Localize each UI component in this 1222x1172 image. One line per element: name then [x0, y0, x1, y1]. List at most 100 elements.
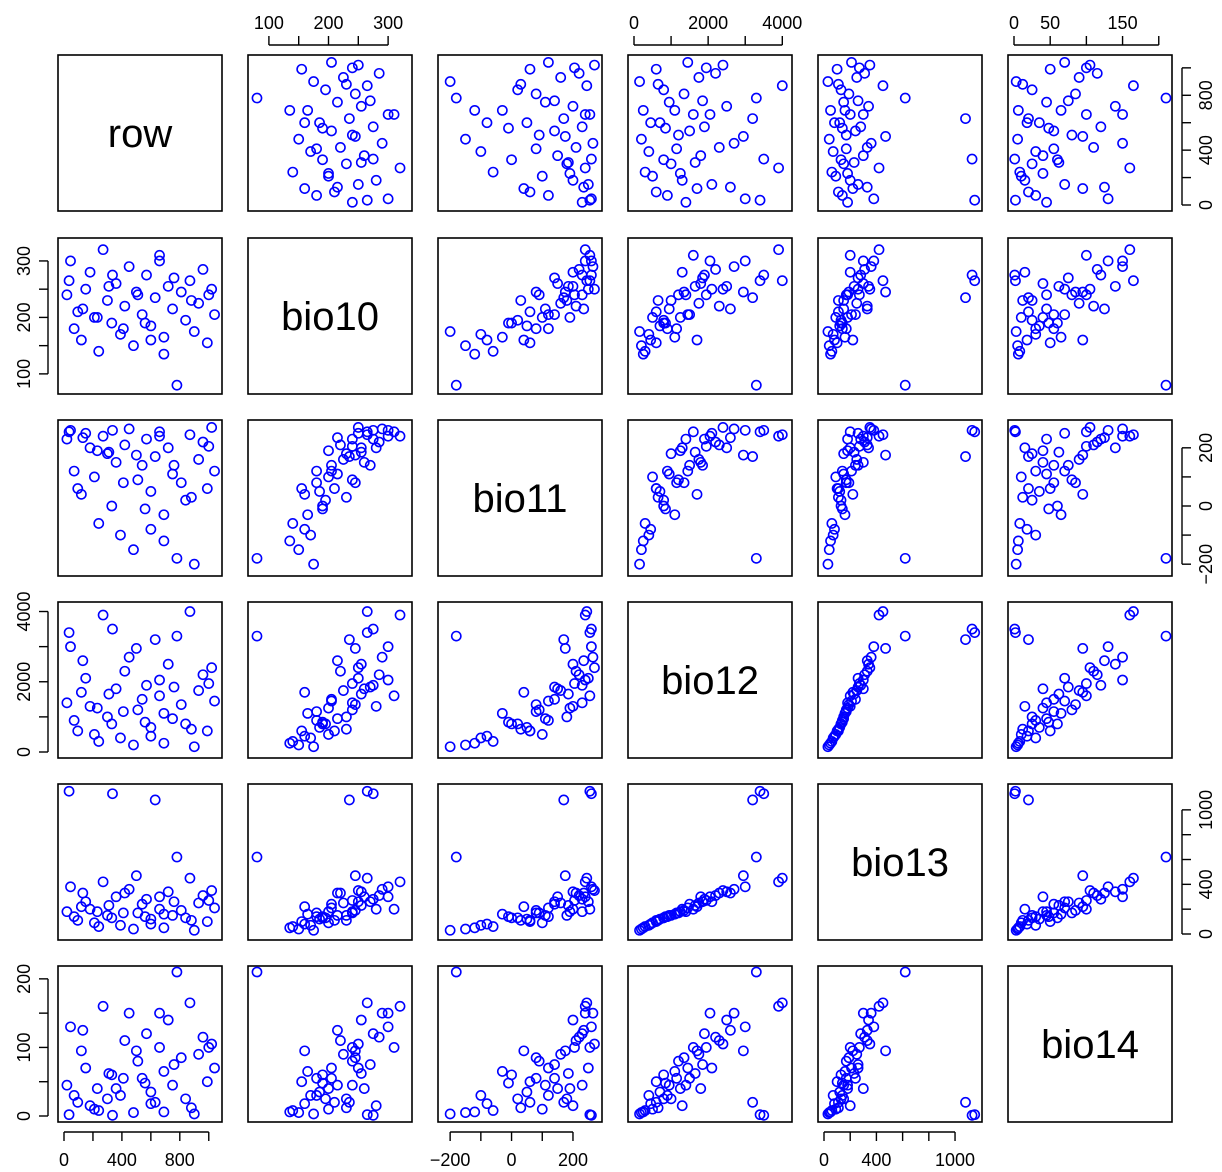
point-bio14-bio12-24: [721, 1014, 733, 1026]
point-bio11-bio12-34: [717, 422, 729, 433]
point-bio13-row-15: [123, 883, 135, 895]
point-bio13-bio10-48: [355, 900, 367, 911]
point-bio14-bio11-23: [496, 1066, 508, 1077]
point-row-bio10-20: [314, 117, 325, 129]
point-bio12-bio10-35: [326, 695, 337, 707]
point-row-bio13-41: [833, 78, 844, 90]
point-row-bio14-45: [1099, 181, 1110, 193]
point-row-bio10-32: [373, 67, 385, 79]
point-bio10-bio13-6: [844, 266, 856, 278]
point-bio10-bio13-33: [831, 337, 843, 349]
point-bio14-bio12-34: [717, 1038, 729, 1050]
point-bio13-row-26: [171, 851, 183, 863]
point-bio10-bio11-41: [515, 295, 527, 306]
left-tick-label-bio10-0: 100: [14, 359, 34, 389]
point-bio11-bio10-17: [346, 474, 358, 486]
point-bio10-bio11-47: [503, 317, 514, 329]
point-bio14-bio10-0: [346, 1079, 358, 1091]
point-bio14-bio12-31: [693, 1048, 705, 1060]
point-bio14-bio13-45: [861, 1024, 873, 1036]
point-bio11-bio10-21: [343, 451, 355, 462]
point-bio12-bio10-3: [329, 725, 340, 737]
point-bio10-bio13-47: [836, 317, 848, 329]
point-bio14-row-21: [149, 1096, 161, 1108]
point-bio12-bio13-29: [877, 606, 889, 617]
point-row-bio14-18: [1048, 125, 1060, 137]
point-bio10-bio12-20: [654, 320, 666, 332]
point-bio11-bio10-3: [329, 483, 340, 494]
diagonal-label-bio13: bio13: [851, 841, 949, 885]
point-bio13-row-48: [103, 900, 115, 911]
point-row-bio12-6: [676, 174, 688, 186]
point-row-bio11-39: [579, 109, 591, 120]
point-row-bio12-2: [661, 189, 673, 201]
point-bio12-row-43: [117, 706, 129, 718]
point-bio11-row-40: [91, 445, 103, 457]
point-bio10-bio14-31: [1073, 297, 1085, 309]
point-bio13-bio12-49: [637, 922, 649, 934]
point-bio11-bio12-29: [776, 429, 788, 441]
point-bio11-bio14-30: [1010, 558, 1022, 570]
point-bio11-row-30: [188, 558, 200, 570]
point-row-bio12-20: [654, 117, 666, 129]
point-bio12-bio10-33: [296, 725, 308, 737]
point-row-bio10-36: [361, 194, 373, 206]
point-bio13-row-41: [185, 914, 197, 926]
point-bio14-bio10-40: [323, 1083, 334, 1094]
point-bio12-row-2: [68, 714, 80, 726]
point-bio10-bio12-6: [676, 266, 688, 278]
point-bio13-row-1: [65, 881, 76, 893]
point-bio11-row-37: [107, 424, 118, 436]
point-bio14-bio11-39: [579, 1007, 591, 1019]
point-bio12-bio14-28: [1026, 718, 1038, 730]
point-row-bio12-46: [700, 62, 712, 74]
point-bio14-row-43: [117, 1072, 129, 1084]
point-bio12-row-24: [162, 658, 174, 670]
point-bio14-bio11-6: [567, 1100, 579, 1112]
point-bio11-bio12-12: [695, 456, 707, 468]
point-bio12-bio14-45: [1099, 655, 1110, 667]
point-row-bio14-43: [1048, 143, 1060, 155]
point-bio11-bio14-24: [1109, 442, 1121, 454]
point-bio12-bio13-16: [823, 739, 835, 751]
point-bio14-bio12-40: [674, 1083, 686, 1094]
point-bio14-row-26: [171, 966, 183, 978]
point-bio10-bio12-30: [634, 326, 645, 337]
point-row-bio14-33: [1044, 63, 1056, 75]
right-tick-label-row-2: 400: [1196, 135, 1216, 165]
point-bio12-bio10-24: [355, 658, 367, 670]
point-row-bio14-46: [1080, 62, 1092, 74]
panel-bio12-vs-bio12: [627, 601, 793, 759]
point-bio12-row-44: [145, 730, 157, 742]
point-bio10-bio12-46: [700, 289, 712, 301]
point-row-bio11-15: [587, 137, 599, 149]
point-row-bio12-18: [684, 125, 696, 137]
panel-bio13-vs-bio13: [817, 783, 983, 941]
point-bio14-row-38: [130, 1045, 142, 1057]
point-row-bio14-4: [1077, 183, 1089, 194]
point-bio13-row-12: [110, 891, 122, 903]
point-bio14-bio10-39: [382, 1007, 394, 1019]
point-bio10-bio11-44: [481, 334, 493, 346]
panel-bio10-vs-bio13: [817, 237, 983, 395]
point-bio14-bio12-1: [739, 1021, 751, 1033]
point-bio13-bio12-48: [689, 900, 701, 911]
point-bio13-bio11-45: [578, 887, 590, 899]
point-bio13-bio10-38: [349, 870, 361, 882]
point-bio10-bio14-15: [1117, 261, 1128, 272]
point-bio12-bio10-37: [367, 623, 379, 635]
point-bio10-bio14-34: [1084, 283, 1096, 295]
point-bio13-bio14-32: [1091, 890, 1103, 901]
point-row-bio12-47: [660, 122, 671, 134]
point-bio14-row-44: [145, 1098, 157, 1110]
point-bio14-row-31: [193, 1048, 205, 1060]
point-bio14-bio10-35: [326, 1062, 337, 1074]
point-bio11-bio13-8: [826, 518, 838, 529]
point-bio11-bio14-12: [1037, 456, 1049, 468]
point-bio11-bio14-25: [1041, 468, 1052, 480]
point-bio10-bio13-15: [865, 261, 877, 272]
point-row-bio12-27: [678, 88, 690, 100]
point-bio12-bio11-30: [444, 741, 456, 753]
point-bio13-bio11-29: [581, 872, 593, 884]
